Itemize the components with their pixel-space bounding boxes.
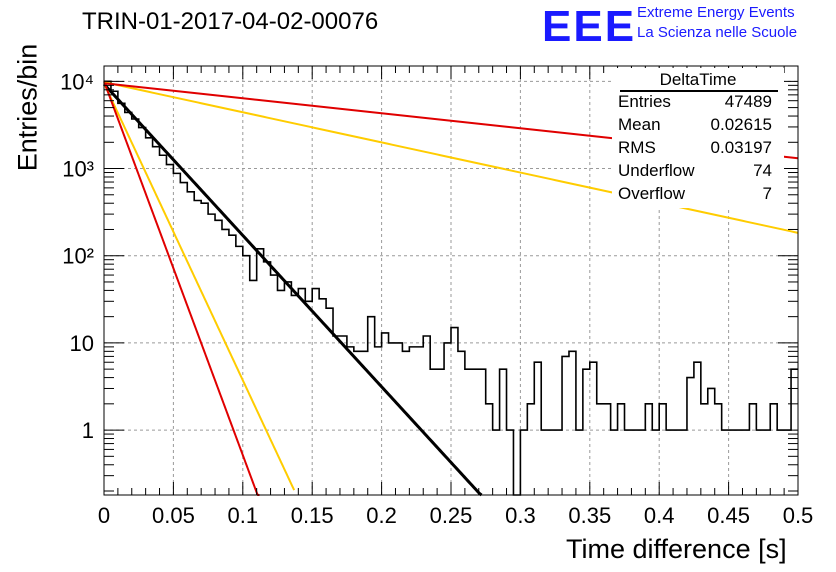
y-tick-label: 1 [82, 418, 94, 443]
stats-value: 47489 [724, 92, 772, 111]
stats-row-mean: Mean 0.02615 [618, 115, 772, 137]
x-axis-label: Time difference [s] [566, 534, 787, 564]
x-tick-label: 0.5 [783, 503, 814, 528]
stats-value: 7 [762, 184, 772, 203]
stats-key: Entries [618, 92, 671, 111]
fit-curve-2 [103, 82, 296, 491]
stats-key: Underflow [618, 161, 695, 180]
y-tick-label: 10³ [62, 157, 94, 182]
logo-line-1: Extreme Energy Events [637, 4, 795, 21]
x-tick-label: 0.35 [568, 503, 611, 528]
x-tick-label: 0.3 [505, 503, 536, 528]
histogram-layer [104, 80, 798, 496]
eee-logo: EEE [542, 2, 637, 51]
stats-box: DeltaTime Entries 47489 Mean 0.02615 RMS… [612, 68, 784, 208]
x-tick-label: 0.05 [152, 503, 195, 528]
y-tick-label: 10 [70, 331, 94, 356]
stats-key: Overflow [618, 184, 686, 203]
x-tick-label: 0.15 [291, 503, 334, 528]
chart-title: TRIN-01-2017-04-02-00076 [82, 8, 379, 35]
logo-line-2: La Scienza nelle Scuole [637, 24, 798, 41]
stats-value: 0.02615 [710, 115, 772, 134]
stats-row-underflow: Underflow 74 [618, 161, 772, 183]
fit-curve-3 [103, 81, 260, 496]
stats-row-entries: Entries 47489 [618, 92, 772, 114]
stats-title: DeltaTime [659, 70, 737, 89]
stats-divider [620, 90, 778, 92]
y-tick-label: 10⁴ [60, 69, 94, 94]
axis-ticks [103, 66, 799, 495]
stats-key: RMS [618, 138, 656, 157]
stats-value: 74 [753, 161, 772, 180]
stats-row-rms: RMS 0.03197 [618, 138, 772, 160]
tick-labels: 0 0.05 0.1 0.15 0.2 0.25 0.3 0.35 0.4 0.45 0.5 1 10 1… [60, 69, 813, 528]
stats-value: 0.03197 [710, 138, 772, 157]
x-tick-label: 0 [98, 503, 110, 528]
x-tick-label: 0.1 [228, 503, 259, 528]
y-tick-label: 10² [62, 244, 94, 269]
x-tick-label: 0.45 [707, 503, 750, 528]
histogram-outline [104, 80, 798, 496]
x-tick-label: 0.4 [644, 503, 675, 528]
stats-row-overflow: Overflow 7 [618, 184, 772, 206]
stats-key: Mean [618, 115, 661, 134]
x-tick-label: 0.25 [430, 503, 473, 528]
y-axis-label: Entries/bin [12, 43, 43, 172]
fit-curve-1 [102, 83, 483, 497]
x-tick-label: 0.2 [366, 503, 397, 528]
